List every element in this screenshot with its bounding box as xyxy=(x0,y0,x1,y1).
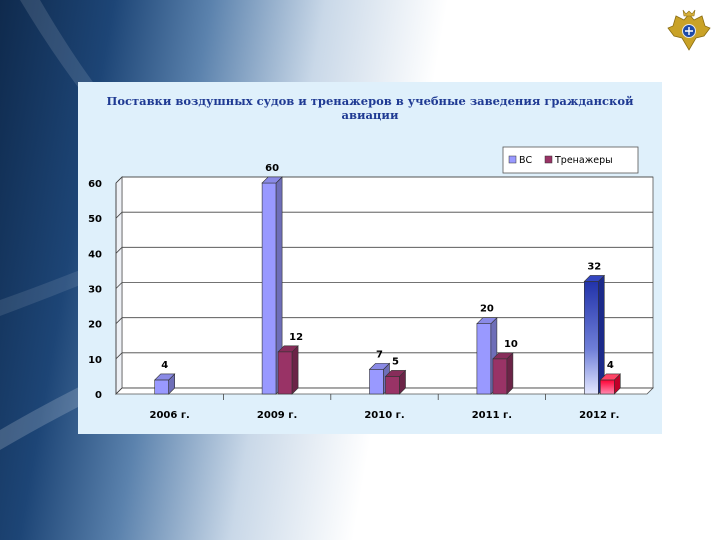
bar-trenazhery-front xyxy=(599,379,615,395)
chart-panel: Поставки воздушных судов и тренажеров в … xyxy=(78,82,662,434)
bar-trenazhery-top xyxy=(599,373,622,381)
data-label: 32 xyxy=(587,261,601,272)
coat-of-arms-icon xyxy=(667,9,711,51)
bar-chart: 0 10 20 30 40 50 60 4 2006 г. 60 12 2009 г. 75 2010 г… xyxy=(88,146,654,421)
y-tick-label: 50 xyxy=(88,214,102,225)
y-tick-label: 30 xyxy=(88,285,102,296)
x-tick-label: 2009 г. xyxy=(257,410,297,421)
legend-box xyxy=(502,146,639,174)
legend-swatch xyxy=(544,155,553,164)
x-tick-label: 2010 г. xyxy=(364,410,404,421)
legend-label: Тренажеры xyxy=(554,155,613,166)
y-tick-label: 10 xyxy=(88,355,102,366)
y-tick-label: 0 xyxy=(95,390,102,401)
data-label: 60 xyxy=(265,163,279,174)
data-label: 10 xyxy=(504,339,518,350)
gridline-side xyxy=(115,317,123,324)
bar-vs-front xyxy=(476,323,492,395)
bar-trenazhery-top xyxy=(277,345,299,353)
gridline-side xyxy=(115,282,123,289)
legend-label: ВС xyxy=(519,155,533,166)
data-label: 20 xyxy=(480,304,494,315)
y-tick-label: 60 xyxy=(88,179,102,190)
data-label: 4 xyxy=(607,360,614,371)
bar-trenazhery-front xyxy=(492,358,508,395)
bar-vs-front xyxy=(154,379,169,395)
bar-vs-side xyxy=(597,274,605,395)
bar-trenazhery-side xyxy=(291,345,299,395)
bar-vs-top xyxy=(153,373,176,381)
bar-vs-front xyxy=(261,182,277,395)
data-label: 4 xyxy=(161,360,168,371)
bar-vs-front xyxy=(583,281,599,395)
gridline-side xyxy=(115,387,123,395)
bar-trenazhery-front xyxy=(385,376,400,395)
bar-vs-top xyxy=(476,317,498,324)
x-tick-label: 2006 г. xyxy=(150,410,190,421)
bar-trenazhery-top xyxy=(384,370,407,377)
bar-vs-top xyxy=(583,275,606,282)
chart-title: Поставки воздушных судов и тренажеров в … xyxy=(106,94,634,122)
bar-trenazhery-front xyxy=(277,351,293,395)
data-label: 7 xyxy=(376,349,383,360)
x-tick-label: 2012 г. xyxy=(579,410,619,421)
bar-vs-front xyxy=(369,369,384,395)
y-tick-label: 40 xyxy=(88,249,102,260)
gridline-side xyxy=(115,247,123,254)
gridline-side xyxy=(115,211,123,219)
bar-trenazhery-top xyxy=(492,352,514,360)
data-label: 12 xyxy=(289,332,303,343)
gridline-side xyxy=(115,176,123,184)
legend-swatch xyxy=(508,155,517,164)
data-label: 5 xyxy=(392,356,399,367)
y-tick-label: 20 xyxy=(88,320,102,331)
bar-vs-top xyxy=(368,363,391,370)
bar-trenazhery-side xyxy=(506,352,514,395)
bar-vs-top xyxy=(261,176,283,184)
x-tick-label: 2011 г. xyxy=(472,410,512,421)
gridline-side xyxy=(115,352,123,360)
